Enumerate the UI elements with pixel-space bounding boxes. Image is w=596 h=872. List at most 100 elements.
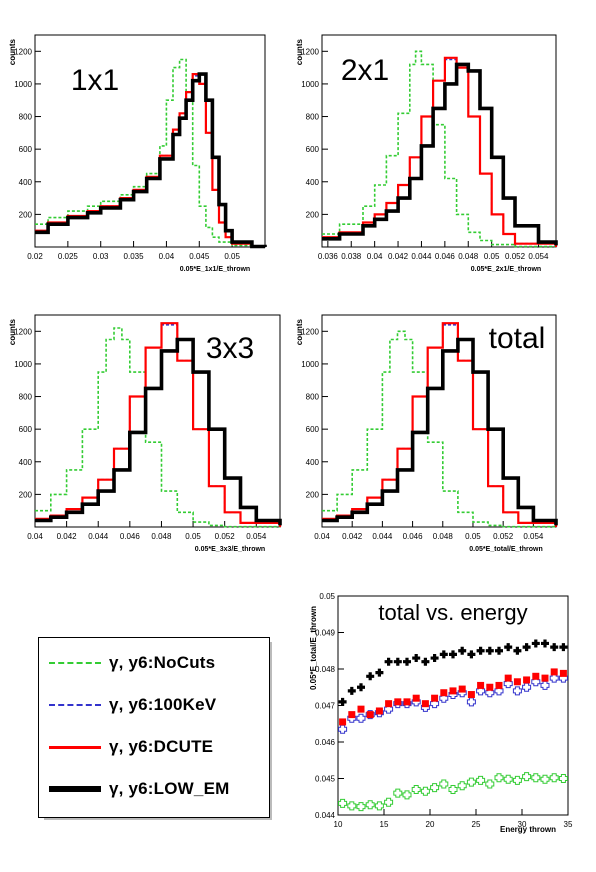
plot-title-2: 3x3 [206, 332, 254, 365]
y-tick-label-4-1: 0.045 [315, 775, 336, 784]
marker-dcute-0 [339, 718, 347, 726]
y-tick-label-1-0: 200 [306, 210, 320, 219]
marker-nocuts-23 [549, 773, 559, 783]
marker-dcute-17 [495, 681, 503, 689]
marker-lowem-20 [522, 643, 531, 652]
x-tick-label-2-6: 0.052 [215, 532, 236, 541]
legend-entry: γ, y6:100KeV [49, 690, 216, 720]
x-tick-label-1-9: 0.054 [528, 252, 549, 261]
marker-nocuts-22 [540, 774, 550, 784]
marker-dcute-5 [385, 700, 393, 708]
marker-100kev-14 [466, 697, 476, 707]
series-line-3-2 [322, 322, 558, 527]
x-tick-label-3-4: 0.048 [433, 532, 454, 541]
legend-shadow [268, 642, 272, 820]
y-tick-label-3-5: 1200 [301, 327, 319, 336]
legend-label-100kev: γ, y6:100KeV [109, 695, 217, 714]
y-tick-label-2-0: 200 [19, 490, 33, 499]
y-tick-label-0-3: 800 [19, 113, 33, 122]
series-line-3-3 [322, 337, 558, 526]
plot-title-4: total vs. energy [378, 600, 527, 625]
x-tick-label-2-1: 0.042 [57, 532, 78, 541]
marker-lowem-7 [403, 657, 411, 666]
y-tick-label-1-2: 600 [306, 145, 320, 154]
marker-nocuts-19 [512, 775, 522, 785]
marker-nocuts-11 [439, 779, 449, 789]
y-tick-label-2-5: 1200 [14, 327, 32, 336]
x-axis-label-0: 0.05*E_1x1/E_thrown [180, 266, 250, 273]
marker-dcute-19 [513, 678, 521, 686]
x-tick-label-3-2: 0.044 [372, 532, 393, 541]
plot-title-0: 1x1 [71, 64, 119, 97]
y-tick-label-1-5: 1200 [301, 47, 319, 56]
marker-lowem-16 [485, 646, 494, 655]
x-tick-label-4-1: 15 [380, 820, 389, 829]
legend-label-lowem: γ, y6:LOW_EM [109, 779, 230, 798]
y-tick-label-2-1: 400 [19, 458, 33, 467]
y-tick-label-2-3: 800 [19, 393, 33, 402]
marker-100kev-0 [338, 724, 348, 734]
x-tick-label-2-3: 0.046 [120, 532, 141, 541]
y-tick-label-0-0: 200 [19, 210, 33, 219]
marker-nocuts-7 [402, 790, 412, 800]
marker-dcute-21 [532, 672, 540, 680]
x-axis-label-2: 0.05*E_3x3/E_thrown [195, 546, 265, 553]
x-tick-label-0-2: 0.03 [93, 252, 109, 261]
marker-nocuts-12 [448, 784, 458, 794]
y-axis-label-0: counts [8, 38, 17, 65]
y-tick-label-3-3: 800 [306, 393, 320, 402]
x-tick-label-2-4: 0.048 [151, 532, 172, 541]
marker-lowem-0 [338, 697, 347, 706]
legend-swatch-nocuts [49, 662, 101, 664]
x-tick-label-1-4: 0.044 [411, 252, 432, 261]
marker-nocuts-21 [531, 773, 541, 783]
series-line-1-0 [322, 50, 557, 248]
plot-title-1: 2x1 [341, 54, 389, 87]
marker-100kev-23 [549, 673, 559, 683]
x-tick-label-2-5: 0.05 [185, 532, 201, 541]
marker-nocuts-9 [420, 786, 430, 796]
marker-nocuts-1 [347, 801, 357, 811]
series-line-1-1 [322, 58, 557, 247]
series-line-2-2 [35, 322, 282, 527]
y-tick-label-0-1: 400 [19, 178, 33, 187]
marker-nocuts-17 [494, 773, 504, 783]
legend-label-nocuts: γ, y6:NoCuts [109, 653, 216, 672]
marker-dcute-7 [403, 698, 411, 706]
marker-nocuts-2 [356, 802, 366, 812]
marker-nocuts-0 [338, 798, 348, 808]
legend: γ, y6:NoCuts γ, y6:100KeV γ, y6:DCUTE γ,… [38, 637, 270, 818]
marker-lowem-6 [393, 657, 402, 666]
series-line-0-3 [35, 72, 267, 249]
y-axis-label-3: counts [295, 318, 304, 345]
x-tick-label-0-5: 0.045 [189, 252, 210, 261]
marker-lowem-10 [430, 654, 439, 663]
marker-nocuts-5 [384, 797, 394, 807]
marker-dcute-13 [458, 685, 466, 693]
marker-lowem-4 [375, 668, 384, 677]
y-tick-label-3-0: 200 [306, 490, 320, 499]
plot-frame-0 [34, 34, 266, 248]
y-tick-label-0-2: 600 [19, 145, 33, 154]
marker-lowem-12 [449, 650, 457, 659]
marker-nocuts-3 [365, 800, 375, 810]
x-tick-label-3-5: 0.05 [465, 532, 481, 541]
marker-dcute-18 [504, 674, 512, 682]
x-tick-label-4-4: 30 [518, 820, 527, 829]
marker-nocuts-20 [522, 772, 532, 782]
x-tick-label-0-4: 0.04 [159, 252, 175, 261]
y-tick-label-2-2: 600 [19, 425, 33, 434]
series-line-2-3 [35, 337, 282, 526]
marker-nocuts-14 [466, 777, 476, 787]
series-line-1-3 [322, 62, 558, 246]
y-tick-label-1-3: 800 [306, 113, 320, 122]
x-tick-label-1-8: 0.052 [505, 252, 526, 261]
marker-lowem-21 [531, 639, 540, 648]
marker-dcute-11 [440, 689, 448, 697]
x-tick-label-3-3: 0.046 [403, 532, 424, 541]
x-tick-label-0-1: 0.025 [58, 252, 79, 261]
legend-swatch-100kev [49, 704, 101, 706]
marker-dcute-22 [541, 674, 549, 682]
plot-title-3: total [489, 322, 546, 355]
